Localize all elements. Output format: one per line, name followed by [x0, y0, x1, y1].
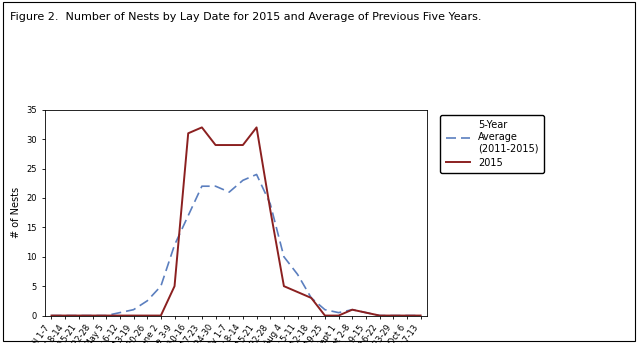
2015 — [376, 314, 383, 318]
Legend: 5-Year
Average
(2011-2015), 2015: 5-Year Average (2011-2015), 2015 — [440, 115, 544, 173]
2015 — [89, 314, 96, 318]
5-Year
Average
(2011-2015) — [157, 284, 165, 288]
Line: 2015: 2015 — [52, 127, 420, 316]
5-Year
Average
(2011-2015) — [403, 314, 411, 318]
5-Year
Average
(2011-2015) — [417, 314, 424, 318]
2015 — [389, 314, 397, 318]
2015 — [157, 314, 165, 318]
2015 — [212, 143, 219, 147]
2015 — [225, 143, 233, 147]
2015 — [48, 314, 56, 318]
2015 — [348, 308, 356, 312]
2015 — [239, 143, 247, 147]
2015 — [171, 284, 179, 288]
5-Year
Average
(2011-2015) — [116, 310, 124, 315]
2015 — [267, 208, 274, 212]
2015 — [321, 314, 329, 318]
2015 — [198, 125, 205, 129]
5-Year
Average
(2011-2015) — [75, 314, 83, 318]
Text: Figure 2.  Number of Nests by Lay Date for 2015 and Average of Previous Five Yea: Figure 2. Number of Nests by Lay Date fo… — [10, 12, 481, 22]
2015 — [144, 314, 151, 318]
5-Year
Average
(2011-2015) — [321, 308, 329, 312]
5-Year
Average
(2011-2015) — [102, 314, 110, 318]
5-Year
Average
(2011-2015) — [171, 243, 179, 247]
2015 — [403, 314, 411, 318]
2015 — [308, 296, 315, 300]
5-Year
Average
(2011-2015) — [389, 314, 397, 318]
5-Year
Average
(2011-2015) — [267, 202, 274, 206]
5-Year
Average
(2011-2015) — [48, 314, 56, 318]
5-Year
Average
(2011-2015) — [335, 310, 343, 315]
2015 — [102, 314, 110, 318]
5-Year
Average
(2011-2015) — [348, 308, 356, 312]
5-Year
Average
(2011-2015) — [239, 178, 247, 182]
2015 — [75, 314, 83, 318]
Line: 5-Year
Average
(2011-2015): 5-Year Average (2011-2015) — [52, 175, 420, 316]
5-Year
Average
(2011-2015) — [184, 214, 192, 218]
5-Year
Average
(2011-2015) — [89, 314, 96, 318]
2015 — [61, 314, 69, 318]
5-Year
Average
(2011-2015) — [212, 184, 219, 188]
2015 — [293, 290, 301, 294]
5-Year
Average
(2011-2015) — [130, 308, 137, 312]
5-Year
Average
(2011-2015) — [376, 314, 383, 318]
5-Year
Average
(2011-2015) — [253, 173, 260, 177]
5-Year
Average
(2011-2015) — [225, 190, 233, 194]
5-Year
Average
(2011-2015) — [61, 314, 69, 318]
5-Year
Average
(2011-2015) — [308, 296, 315, 300]
5-Year
Average
(2011-2015) — [144, 299, 151, 303]
2015 — [335, 314, 343, 318]
2015 — [280, 284, 288, 288]
Y-axis label: # of Nests: # of Nests — [11, 187, 21, 238]
2015 — [417, 314, 424, 318]
2015 — [116, 314, 124, 318]
2015 — [362, 310, 370, 315]
5-Year
Average
(2011-2015) — [280, 255, 288, 259]
2015 — [253, 125, 260, 129]
5-Year
Average
(2011-2015) — [198, 184, 205, 188]
5-Year
Average
(2011-2015) — [362, 310, 370, 315]
2015 — [130, 314, 137, 318]
2015 — [184, 131, 192, 135]
5-Year
Average
(2011-2015) — [293, 272, 301, 276]
